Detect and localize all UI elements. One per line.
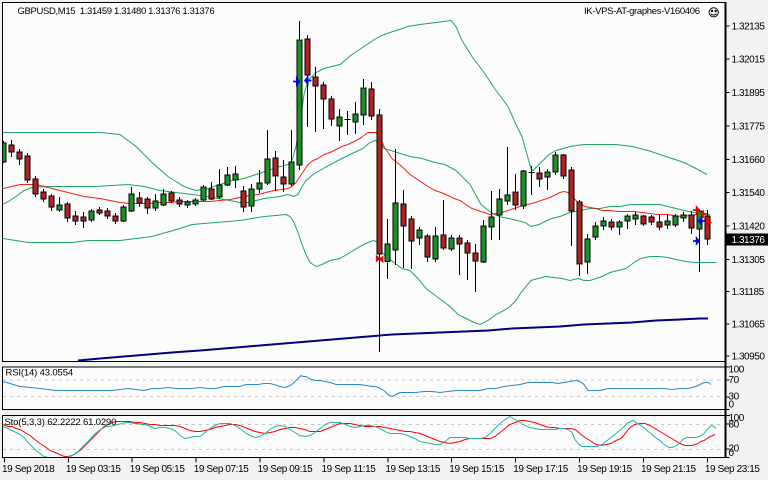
svg-text:1.31305: 1.31305 [732,255,766,266]
svg-text:1.31420: 1.31420 [732,222,766,233]
svg-text:RSI(14) 43.0554: RSI(14) 43.0554 [6,367,73,378]
svg-text:100: 100 [729,365,745,376]
svg-text:19 Sep 13:15: 19 Sep 13:15 [385,464,441,475]
svg-text:1.31775: 1.31775 [732,122,766,133]
svg-text:Sto(5,3,3) 62.2222 61.0290: Sto(5,3,3) 62.2222 61.0290 [5,417,117,428]
svg-text:30: 30 [729,391,740,402]
svg-text:19 Sep 2018: 19 Sep 2018 [2,464,55,475]
svg-text:100: 100 [729,413,745,424]
svg-text:19 Sep 23:15: 19 Sep 23:15 [705,464,761,475]
svg-text:1.30950: 1.30950 [732,352,766,363]
svg-text:0: 0 [729,400,735,411]
svg-text:80: 80 [729,420,740,431]
svg-text:1.31376: 1.31376 [732,235,766,246]
svg-text:1.32015: 1.32015 [732,55,766,66]
svg-text:1.31065: 1.31065 [732,320,766,331]
svg-text:70: 70 [729,375,740,386]
svg-text:19 Sep 09:15: 19 Sep 09:15 [258,464,314,475]
svg-text:19 Sep 17:15: 19 Sep 17:15 [513,464,569,475]
svg-text:1.31895: 1.31895 [732,88,766,99]
svg-text:19 Sep 11:15: 19 Sep 11:15 [322,464,377,475]
svg-text:19 Sep 21:15: 19 Sep 21:15 [641,464,697,475]
svg-text:19 Sep 07:15: 19 Sep 07:15 [194,464,250,475]
svg-text:1.32135: 1.32135 [732,22,766,33]
svg-text:1.31660: 1.31660 [732,155,766,166]
svg-text:19 Sep 15:15: 19 Sep 15:15 [449,464,505,475]
svg-text:1.31185: 1.31185 [732,287,765,298]
svg-text:19 Sep 05:15: 19 Sep 05:15 [130,464,186,475]
svg-text:1.31540: 1.31540 [732,188,766,199]
svg-text:GBPUSD,M15 1.31459 1.31480 1.: GBPUSD,M15 1.31459 1.31480 1.31376 1.313… [18,6,215,17]
svg-text:0: 0 [729,448,735,459]
svg-text:19 Sep 19:15: 19 Sep 19:15 [577,464,633,475]
svg-text:20: 20 [729,444,740,455]
svg-text:IK-VPS-AT-graphes-V160406: IK-VPS-AT-graphes-V160406 [584,6,700,17]
svg-text:19 Sep 03:15: 19 Sep 03:15 [66,464,122,475]
